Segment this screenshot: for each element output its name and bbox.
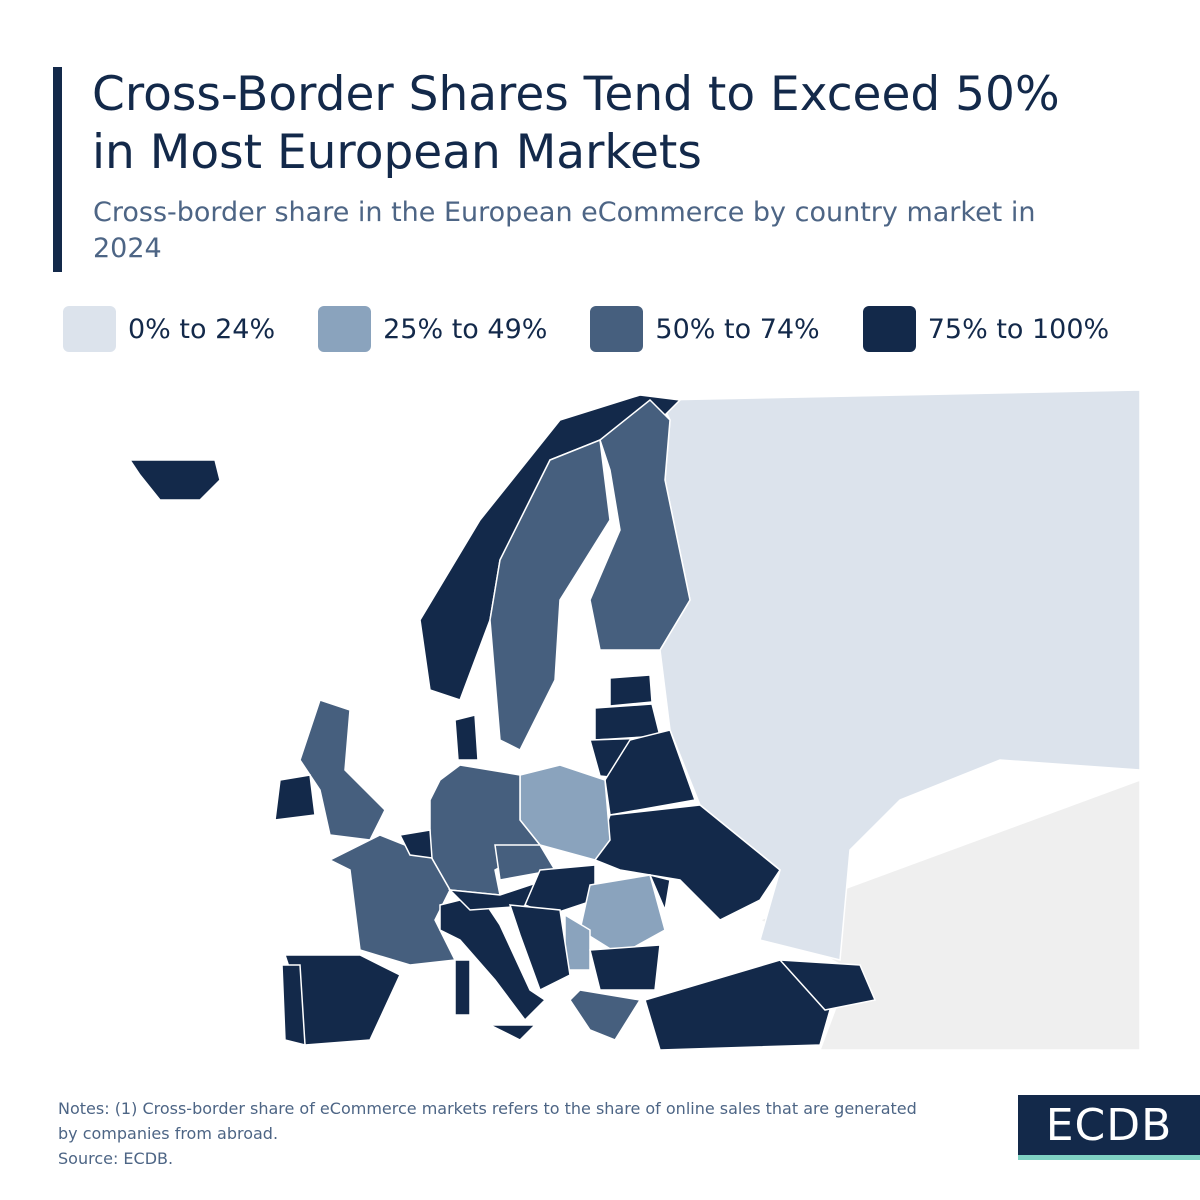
legend-item: 25% to 49% (318, 306, 547, 352)
legend-item: 0% to 24% (63, 306, 275, 352)
subtitle: Cross-border share in the European eComm… (93, 197, 1036, 264)
source: Source: ECDB. (58, 1149, 174, 1168)
map-shapes (128, 389, 1141, 1051)
notes-text: Notes: (1) Cross-border share of eCommer… (58, 1099, 917, 1143)
accent-bar (53, 67, 62, 272)
legend-item: 50% to 74% (590, 306, 820, 352)
legend-item: 75% to 100% (862, 306, 1110, 352)
legend-label: 75% to 100% (927, 313, 1110, 345)
legend-label: 25% to 49% (383, 313, 548, 345)
legend-label: 0% to 24% (128, 313, 276, 345)
notes: Notes: (1) Cross-border share of eCommer… (58, 1096, 938, 1171)
legend-swatch (318, 306, 372, 352)
legend-label: 50% to 74% (655, 313, 820, 345)
legend-swatch (862, 306, 916, 352)
title: Cross-Border Shares Tend to Exceed 50% i… (92, 67, 1060, 180)
legend: 0% to 24% 25% to 49% 50% to 74% 75% to 100% (63, 306, 1152, 352)
map (128, 389, 1141, 1051)
legend-swatch (63, 306, 116, 352)
logo: ECDB (1018, 1095, 1200, 1160)
legend-swatch (590, 306, 644, 352)
